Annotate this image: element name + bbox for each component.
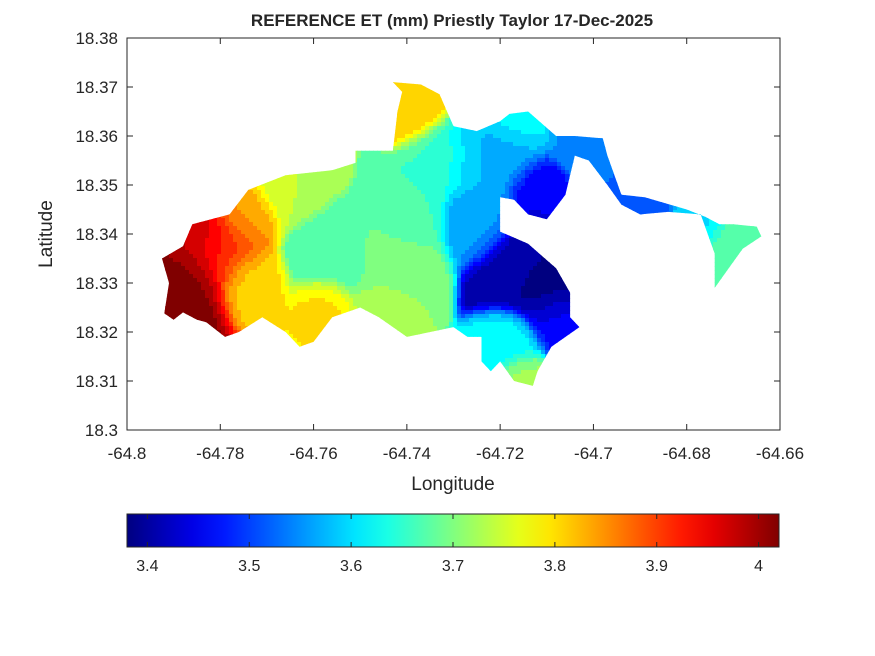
colorbar-tick-label: 3.9 (646, 558, 668, 575)
x-tick-label: -64.66 (756, 444, 804, 463)
x-tick-label: -64.68 (663, 444, 711, 463)
colorbar-tick-label: 4 (754, 558, 763, 575)
x-tick-label: -64.74 (383, 444, 431, 463)
y-tick-label: 18.33 (75, 274, 118, 293)
x-tick-label: -64.72 (476, 444, 524, 463)
y-tick-label: 18.31 (75, 372, 118, 391)
x-axis-label: Longitude (411, 474, 494, 495)
y-tick-label: 18.38 (75, 29, 118, 48)
colorbar-tick-label: 3.8 (544, 558, 566, 575)
y-axis-ticks: 18.3 18.31 18.32 18.33 18.34 18.35 18.36 18.37 1… (75, 29, 780, 440)
y-tick-label: 18.36 (75, 127, 118, 146)
colorbar-tick-label: 3.4 (136, 558, 158, 575)
y-tick-label: 18.32 (75, 323, 118, 342)
y-tick-label: 18.34 (75, 225, 118, 244)
x-tick-label: -64.7 (574, 444, 613, 463)
y-tick-label: 18.3 (85, 421, 118, 440)
x-tick-label: -64.78 (196, 444, 244, 463)
colorbar-tick-label: 3.5 (238, 558, 260, 575)
y-tick-label: 18.37 (75, 78, 118, 97)
x-tick-label: -64.8 (108, 444, 147, 463)
chart-title: REFERENCE ET (mm) Priestly Taylor 17-Dec… (251, 11, 653, 30)
y-axis-label: Latitude (36, 200, 57, 268)
colorbar-tick-label: 3.6 (340, 558, 362, 575)
colorbar-tick-label: 3.7 (442, 558, 464, 575)
x-tick-label: -64.76 (289, 444, 337, 463)
x-axis-ticks: -64.8 -64.78 -64.76 -64.74 -64.72 -64.7 -64.68… (108, 38, 804, 463)
colorbar-ticks: 3.4 3.5 3.6 3.7 3.8 3.9 4 (136, 514, 763, 575)
y-tick-label: 18.35 (75, 176, 118, 195)
